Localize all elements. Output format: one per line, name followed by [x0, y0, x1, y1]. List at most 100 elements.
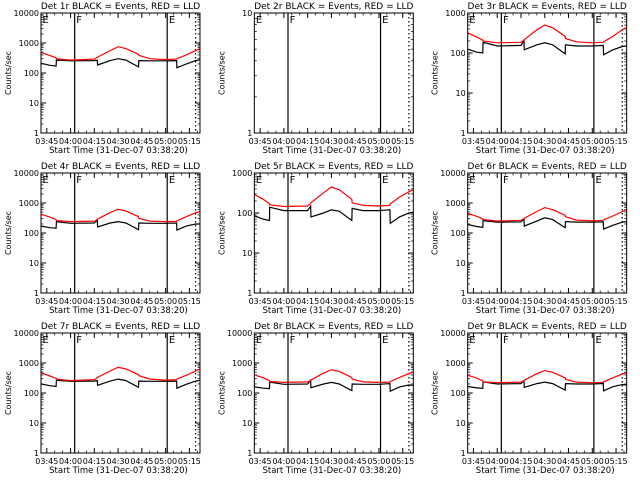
y-tick-label: 1 — [461, 449, 466, 458]
segment-label: E — [256, 15, 262, 26]
x-tick-label: 04:00 — [59, 297, 82, 306]
x-axis-label: Start Time (31-Dec-07 03:38:20) — [262, 146, 401, 156]
y-axis-label: Counts/sec — [4, 51, 13, 95]
lld-series-line — [254, 369, 414, 384]
x-tick-label: 04:30 — [533, 457, 556, 466]
lld-series-line — [41, 46, 200, 61]
y-tick-label: 1 — [34, 449, 39, 458]
x-tick-label: 04:45 — [344, 137, 367, 146]
segment-label: E — [382, 175, 388, 186]
x-tick-label: 04:30 — [107, 457, 130, 466]
x-tick-label: 05:00 — [581, 297, 604, 306]
panel-title: Det 4r BLACK = Events, RED = LLD — [41, 162, 200, 172]
x-tick-label: 04:15 — [83, 297, 106, 306]
plot-frame — [40, 172, 201, 294]
y-tick-label: 100 — [237, 389, 252, 398]
segment-label: E — [256, 175, 262, 186]
panel-title: Det 1r BLACK = Events, RED = LLD — [41, 2, 200, 12]
y-tick-label: 1 — [247, 449, 252, 458]
events-series-line — [254, 204, 414, 225]
events-series-line — [41, 58, 200, 69]
panel-title: Det 2r BLACK = Events, RED = LLD — [254, 2, 413, 12]
segment-label: F — [76, 15, 82, 26]
y-tick-label: 10000 — [14, 169, 39, 178]
x-axis-label: Start Time (31-Dec-07 03:38:20) — [49, 146, 188, 156]
x-tick-label: 05:00 — [367, 137, 390, 146]
y-tick-label: 100 — [24, 389, 39, 398]
lld-series-line — [40, 366, 200, 382]
y-axis-label: Counts/sec — [431, 51, 440, 95]
panel-det-7: Det 7r BLACK = Events, RED = LLD 1 10 100 10… — [4, 322, 201, 476]
x-axis-label: Start Time (31-Dec-07 03:38:20) — [476, 146, 615, 156]
y-axis-label: Counts/sec — [217, 211, 226, 255]
x-tick-label: 05:15 — [178, 457, 201, 466]
y-tick-label: 1000 — [232, 359, 252, 368]
segment-label: F — [503, 335, 509, 346]
y-tick-label: 10 — [242, 249, 252, 258]
x-tick-label: 05:00 — [581, 137, 604, 146]
x-tick-label: 05:15 — [391, 297, 414, 306]
x-tick-label: 04:15 — [296, 137, 319, 146]
y-axis-label: Counts/sec — [217, 51, 226, 95]
y-tick-label: 1000 — [19, 39, 39, 48]
panel-det-5: Det 5r BLACK = Events, RED = LLD 1 10 100 10… — [217, 162, 414, 316]
y-axis-label: Counts/sec — [431, 371, 440, 415]
segment-label: F — [503, 15, 509, 26]
segment-label: F — [290, 15, 296, 26]
y-tick-label: 1 — [247, 129, 252, 138]
x-tick-label: 05:00 — [367, 297, 390, 306]
x-axis-label: Start Time (31-Dec-07 03:38:20) — [49, 306, 188, 316]
panel-title: Det 8r BLACK = Events, RED = LLD — [254, 322, 413, 332]
x-axis-label: Start Time (31-Dec-07 03:38:20) — [476, 306, 615, 316]
x-tick-label: 05:15 — [605, 457, 628, 466]
segment-label: F — [290, 175, 296, 186]
x-tick-label: 05:00 — [367, 457, 390, 466]
events-series-line — [467, 38, 627, 56]
segment-label: E — [382, 15, 388, 26]
y-tick-label: 1 — [34, 129, 39, 138]
y-tick-label: 10000 — [440, 329, 465, 338]
y-tick-label: 100 — [450, 49, 465, 58]
y-tick-label: 1000 — [445, 359, 465, 368]
panel-det-3: Det 3r BLACK = Events, RED = LLD 1 10 100 10… — [431, 2, 628, 156]
lld-series-line — [254, 186, 414, 208]
x-tick-label: 03:45 — [462, 297, 485, 306]
y-tick-label: 10 — [242, 419, 252, 428]
lld-series-line — [467, 369, 627, 384]
plot-frame — [467, 172, 628, 294]
lld-series-line — [467, 206, 627, 222]
plot-frame — [467, 12, 628, 134]
x-tick-label: 04:45 — [344, 297, 367, 306]
x-tick-label: 04:30 — [107, 137, 130, 146]
x-tick-label: 04:30 — [320, 137, 343, 146]
y-tick-label: 10000 — [14, 9, 39, 18]
x-axis-label: Start Time (31-Dec-07 03:38:20) — [262, 306, 401, 316]
y-tick-label: 10000 — [227, 329, 252, 338]
x-tick-label: 05:00 — [154, 297, 177, 306]
lld-series-line — [467, 24, 627, 44]
x-tick-label: 04:15 — [509, 457, 532, 466]
panel-det-4: Det 4r BLACK = Events, RED = LLD 1 10 100 10… — [4, 162, 201, 316]
segment-label: F — [76, 175, 82, 186]
y-axis-label: Counts/sec — [217, 371, 226, 415]
x-tick-label: 04:15 — [296, 297, 319, 306]
segment-label: F — [503, 175, 509, 186]
x-tick-label: 04:45 — [557, 137, 580, 146]
y-tick-label: 1000 — [19, 199, 39, 208]
y-tick-label: 10 — [242, 9, 252, 18]
y-tick-label: 1 — [34, 289, 39, 298]
panel-det-9: Det 9r BLACK = Events, RED = LLD 1 10 100 10… — [431, 322, 628, 476]
x-tick-label: 04:00 — [59, 457, 82, 466]
x-tick-label: 03:45 — [462, 137, 485, 146]
x-tick-label: 04:45 — [130, 457, 153, 466]
y-tick-label: 10 — [455, 419, 465, 428]
x-tick-label: 03:45 — [35, 457, 58, 466]
y-tick-label: 100 — [24, 229, 39, 238]
y-tick-label: 100 — [24, 69, 39, 78]
x-tick-label: 04:45 — [344, 457, 367, 466]
x-tick-label: 04:00 — [486, 457, 509, 466]
panel-det-8: Det 8r BLACK = Events, RED = LLD 1 10 100 10… — [217, 322, 414, 476]
x-tick-label: 05:00 — [154, 457, 177, 466]
segment-label: F — [290, 335, 296, 346]
